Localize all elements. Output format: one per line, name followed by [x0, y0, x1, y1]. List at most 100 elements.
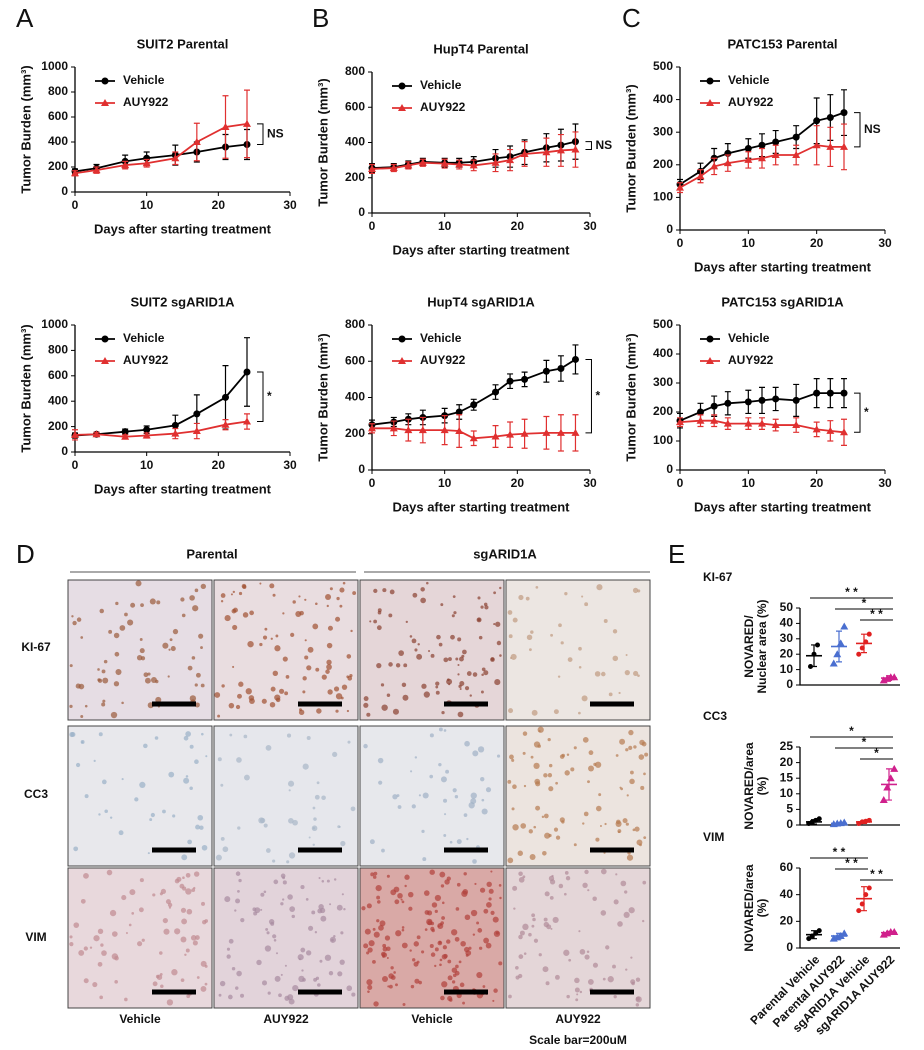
cell [587, 780, 590, 784]
cell [443, 834, 447, 837]
cell [558, 623, 562, 628]
cell [444, 813, 447, 816]
data-point [556, 146, 565, 154]
cell [217, 714, 221, 718]
cell [438, 940, 442, 944]
cell [304, 598, 307, 601]
cell [573, 843, 577, 847]
cell [481, 808, 488, 815]
data-point [71, 169, 79, 177]
cell [238, 591, 243, 596]
cell [80, 898, 86, 904]
data-point [723, 419, 732, 427]
cell [189, 786, 193, 791]
legend-label: Vehicle [728, 73, 770, 87]
data-point [890, 764, 899, 772]
cell [235, 898, 241, 904]
cell [363, 696, 369, 702]
cell [76, 617, 82, 622]
data-point [792, 151, 801, 159]
cell [538, 953, 542, 957]
cell [582, 737, 589, 743]
group-label: Parental [186, 546, 237, 561]
cell [469, 694, 472, 697]
cell [490, 910, 495, 915]
cell [318, 877, 321, 880]
cell [73, 846, 79, 852]
cell [541, 815, 545, 819]
cell [373, 1001, 379, 1007]
cell [613, 994, 617, 999]
cell [633, 670, 639, 677]
cell [380, 683, 385, 687]
cell [327, 689, 333, 695]
cell [129, 889, 136, 896]
cell [454, 970, 460, 976]
y-tick-label: 800 [345, 64, 365, 78]
cell [575, 998, 579, 1002]
y-axis-label: NOVARED/area [742, 864, 756, 951]
cell [424, 928, 428, 931]
data-point [826, 389, 834, 397]
cell [476, 971, 483, 979]
cell [286, 733, 292, 738]
cell [405, 620, 408, 624]
cell [637, 589, 641, 593]
data-point [840, 389, 848, 397]
cell [308, 836, 311, 839]
cell [513, 907, 516, 910]
x-tick-label: 0 [72, 198, 79, 212]
cell [156, 974, 163, 980]
cell [442, 901, 445, 905]
cell [554, 974, 560, 980]
cell [582, 822, 585, 825]
column-label: AUY922 [555, 1012, 601, 1026]
cell [186, 908, 193, 915]
cell [395, 663, 401, 668]
cell [564, 892, 567, 896]
cell [282, 876, 286, 880]
cell [459, 656, 464, 662]
cell [507, 610, 513, 615]
ihc-image [213, 725, 359, 867]
cell [535, 805, 541, 811]
cell [450, 634, 455, 640]
cell [532, 917, 536, 922]
data-point [521, 375, 529, 383]
cell [499, 586, 502, 590]
cell [382, 946, 388, 952]
cell [612, 964, 616, 969]
data-point [192, 138, 201, 145]
data-point [724, 399, 732, 407]
cell [199, 825, 204, 830]
data-point [866, 885, 872, 891]
comparison-label: * [862, 596, 867, 610]
cell [439, 963, 442, 967]
cell [99, 608, 104, 614]
cell [612, 629, 618, 634]
cell [440, 884, 445, 888]
data-point [404, 426, 413, 434]
data-point [571, 428, 580, 436]
cell [162, 642, 169, 649]
cell [302, 676, 307, 681]
data-point [492, 388, 500, 396]
y-axis-label: Nuclear area (%) [755, 599, 769, 693]
cell [632, 828, 636, 832]
cell [518, 954, 524, 960]
cell [538, 729, 541, 733]
data-point [571, 355, 579, 363]
cell [547, 773, 553, 778]
cell [373, 588, 378, 593]
y-tick-label: 200 [345, 426, 365, 440]
data-point [840, 929, 849, 937]
cell [457, 663, 460, 667]
cell [631, 981, 635, 986]
cell [625, 968, 628, 971]
panel-letter: B [312, 3, 329, 33]
cell [494, 679, 501, 686]
cell [176, 876, 182, 882]
y-tick-label: 400 [653, 346, 673, 360]
cell [417, 643, 420, 646]
cell [278, 688, 285, 694]
